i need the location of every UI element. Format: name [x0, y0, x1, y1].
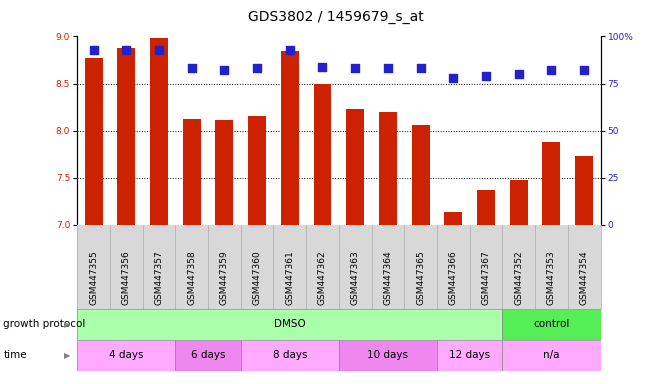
Text: GSM447358: GSM447358: [187, 250, 196, 305]
Text: time: time: [3, 350, 27, 360]
Text: ▶: ▶: [64, 320, 70, 329]
Point: [546, 67, 557, 73]
Point: [350, 65, 360, 71]
Point: [88, 46, 99, 53]
Text: GSM447355: GSM447355: [89, 250, 98, 305]
Text: GSM447360: GSM447360: [252, 250, 262, 305]
Point: [154, 46, 164, 53]
Bar: [503, 340, 601, 371]
Bar: [346, 109, 364, 225]
Bar: [379, 112, 397, 225]
Text: GSM447352: GSM447352: [514, 251, 523, 305]
Point: [285, 46, 295, 53]
Bar: [542, 142, 560, 225]
Bar: [175, 340, 241, 371]
Bar: [117, 48, 136, 225]
Text: GSM447367: GSM447367: [482, 250, 491, 305]
Bar: [477, 190, 495, 225]
Bar: [510, 180, 528, 225]
Text: DMSO: DMSO: [274, 319, 306, 329]
Text: GSM447361: GSM447361: [285, 250, 295, 305]
Text: 10 days: 10 days: [368, 350, 409, 360]
Bar: [215, 120, 234, 225]
Bar: [411, 125, 429, 225]
Text: GSM447366: GSM447366: [449, 250, 458, 305]
Point: [187, 65, 197, 71]
Text: GSM447365: GSM447365: [416, 250, 425, 305]
Text: GSM447357: GSM447357: [154, 250, 164, 305]
Bar: [183, 119, 201, 225]
Text: 6 days: 6 days: [191, 350, 225, 360]
Text: growth protocol: growth protocol: [3, 319, 86, 329]
Bar: [575, 156, 593, 225]
Bar: [444, 212, 462, 225]
Point: [121, 46, 132, 53]
Text: GSM447354: GSM447354: [580, 251, 588, 305]
Bar: [339, 340, 437, 371]
Bar: [150, 38, 168, 225]
Point: [513, 71, 524, 77]
Text: GSM447364: GSM447364: [383, 251, 393, 305]
Text: n/a: n/a: [544, 350, 560, 360]
Point: [579, 67, 590, 73]
Point: [448, 75, 459, 81]
Text: 8 days: 8 days: [272, 350, 307, 360]
Text: 12 days: 12 days: [449, 350, 491, 360]
Text: GSM447356: GSM447356: [121, 250, 131, 305]
Point: [252, 65, 262, 71]
Point: [480, 73, 491, 79]
Bar: [503, 309, 601, 340]
Point: [317, 63, 328, 70]
Text: 4 days: 4 days: [109, 350, 144, 360]
Bar: [280, 51, 299, 225]
Bar: [77, 340, 175, 371]
Text: GSM447363: GSM447363: [351, 250, 360, 305]
Bar: [313, 84, 331, 225]
Text: GSM447362: GSM447362: [318, 251, 327, 305]
Text: control: control: [533, 319, 570, 329]
Text: GSM447353: GSM447353: [547, 250, 556, 305]
Text: GDS3802 / 1459679_s_at: GDS3802 / 1459679_s_at: [248, 10, 423, 24]
Point: [415, 65, 426, 71]
Bar: [77, 309, 503, 340]
Bar: [437, 340, 503, 371]
Bar: [241, 340, 339, 371]
Point: [382, 65, 393, 71]
Bar: [248, 116, 266, 225]
Point: [219, 67, 229, 73]
Bar: [85, 58, 103, 225]
Text: GSM447359: GSM447359: [220, 250, 229, 305]
Text: ▶: ▶: [64, 351, 70, 360]
